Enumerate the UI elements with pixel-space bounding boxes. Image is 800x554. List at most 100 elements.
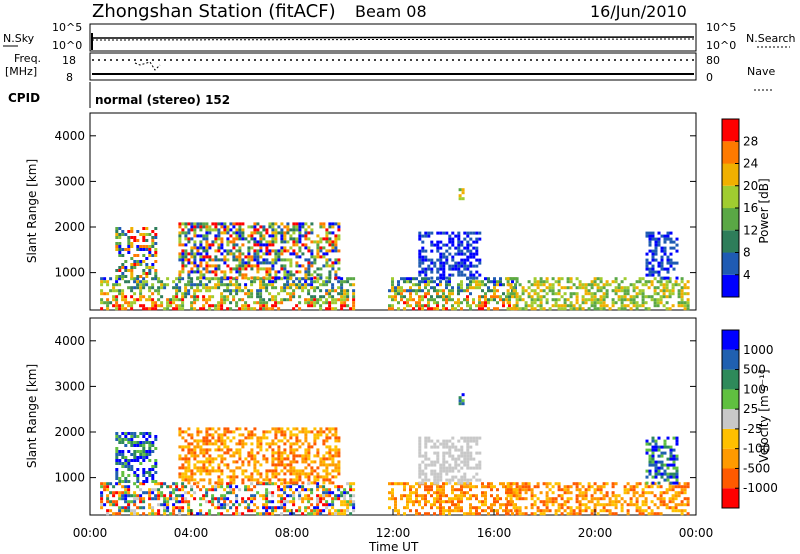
heatmap-cell [157,488,161,492]
heatmap-cell [575,298,579,302]
heatmap-cell [226,427,230,431]
heatmap-cell [346,482,350,486]
heatmap-cell [421,255,425,259]
heatmap-cell [127,503,131,507]
heatmap-cell [283,442,287,446]
heatmap-cell [304,286,308,290]
heatmap-cell [481,494,484,498]
heatmap-cell [563,488,567,492]
heatmap-cell [524,289,528,293]
heatmap-cell [337,485,341,489]
heatmap-cell [436,475,440,479]
heatmap-cell [515,304,519,308]
heatmap-cell [602,497,606,501]
heatmap-cell [229,283,233,287]
heatmap-cell [587,298,591,302]
heatmap-cell [352,503,356,507]
heatmap-cell [205,270,209,274]
heatmap-cell [196,512,200,516]
heatmap-cell [686,307,690,311]
heatmap-cell [328,307,332,311]
heatmap-cell [457,267,461,271]
heatmap-cell [487,482,490,486]
heatmap-cell [533,277,537,281]
heatmap-cell [241,228,245,232]
heatmap-cell [527,295,531,299]
heatmap-cell [274,506,278,510]
heatmap-cell [205,261,209,265]
heatmap-cell [259,283,263,287]
heatmap-cell [325,228,329,232]
heatmap-cell [659,512,663,516]
heatmap-cell [478,298,481,302]
heatmap-cell [142,435,146,438]
heatmap-cell [301,500,305,504]
heatmap-cell [226,503,230,507]
heatmap-cell [505,497,508,501]
power-colorbar-label: Power [dB] [757,178,771,243]
heatmap-cell [253,280,257,284]
heatmap-cell [418,485,421,489]
heatmap-cell [232,488,236,492]
heatmap-cell [295,478,299,482]
heatmap-cell [298,506,302,510]
heatmap-cell [512,494,516,498]
heatmap-cell [632,289,636,293]
heatmap-cell [274,295,278,299]
heatmap-cell [340,286,344,290]
heatmap-cell [229,500,233,504]
heatmap-cell [391,277,394,281]
heatmap-cell [343,491,347,495]
heatmap-cell [244,304,248,308]
heatmap-cell [205,249,209,253]
heatmap-cell [151,230,155,233]
heatmap-cell [527,304,531,308]
heatmap-cell [424,466,428,470]
heatmap-cell [569,307,573,311]
heatmap-cell [415,497,418,501]
heatmap-cell [283,249,287,253]
heatmap-cell [199,280,203,284]
heatmap-cell [316,273,320,277]
heatmap-cell [331,301,335,305]
heatmap-cell [337,280,341,284]
heatmap-cell [322,475,326,479]
heatmap-cell [680,301,684,305]
heatmap-cell [118,254,122,257]
heatmap-cell [487,506,490,510]
heatmap-cell [271,512,275,516]
heatmap-cell [289,478,293,482]
heatmap-cell [289,500,293,504]
heatmap-cell [635,292,639,296]
heatmap-cell [187,427,191,431]
heatmap-cell [430,240,434,244]
heatmap-cell [334,307,338,311]
heatmap-cell [130,453,134,456]
date-label: 16/Jun/2010 [590,2,687,21]
heatmap-cell [187,500,191,504]
heatmap-cell [253,264,257,268]
heatmap-cell [220,472,224,476]
heatmap-cell [653,503,657,507]
heatmap-cell [475,249,479,253]
heatmap-cell [187,237,191,241]
heatmap-cell [325,472,329,476]
heatmap-cell [605,283,609,287]
heatmap-cell [563,485,567,489]
heatmap-cell [671,289,675,293]
heatmap-cell [445,295,448,299]
heatmap-cell [451,436,455,440]
heatmap-cell [106,482,110,486]
heatmap-cell [511,289,514,293]
heatmap-cell [133,301,137,305]
heatmap-cell [295,472,299,476]
heatmap-cell [106,301,110,305]
heatmap-cell [277,231,281,235]
heatmap-cell [566,506,570,510]
heatmap-cell [560,506,564,510]
heatmap-cell [193,482,197,486]
heatmap-cell [554,482,558,486]
heatmap-cell [121,230,125,233]
heatmap-cell [277,427,281,431]
heatmap-cell [334,454,338,458]
